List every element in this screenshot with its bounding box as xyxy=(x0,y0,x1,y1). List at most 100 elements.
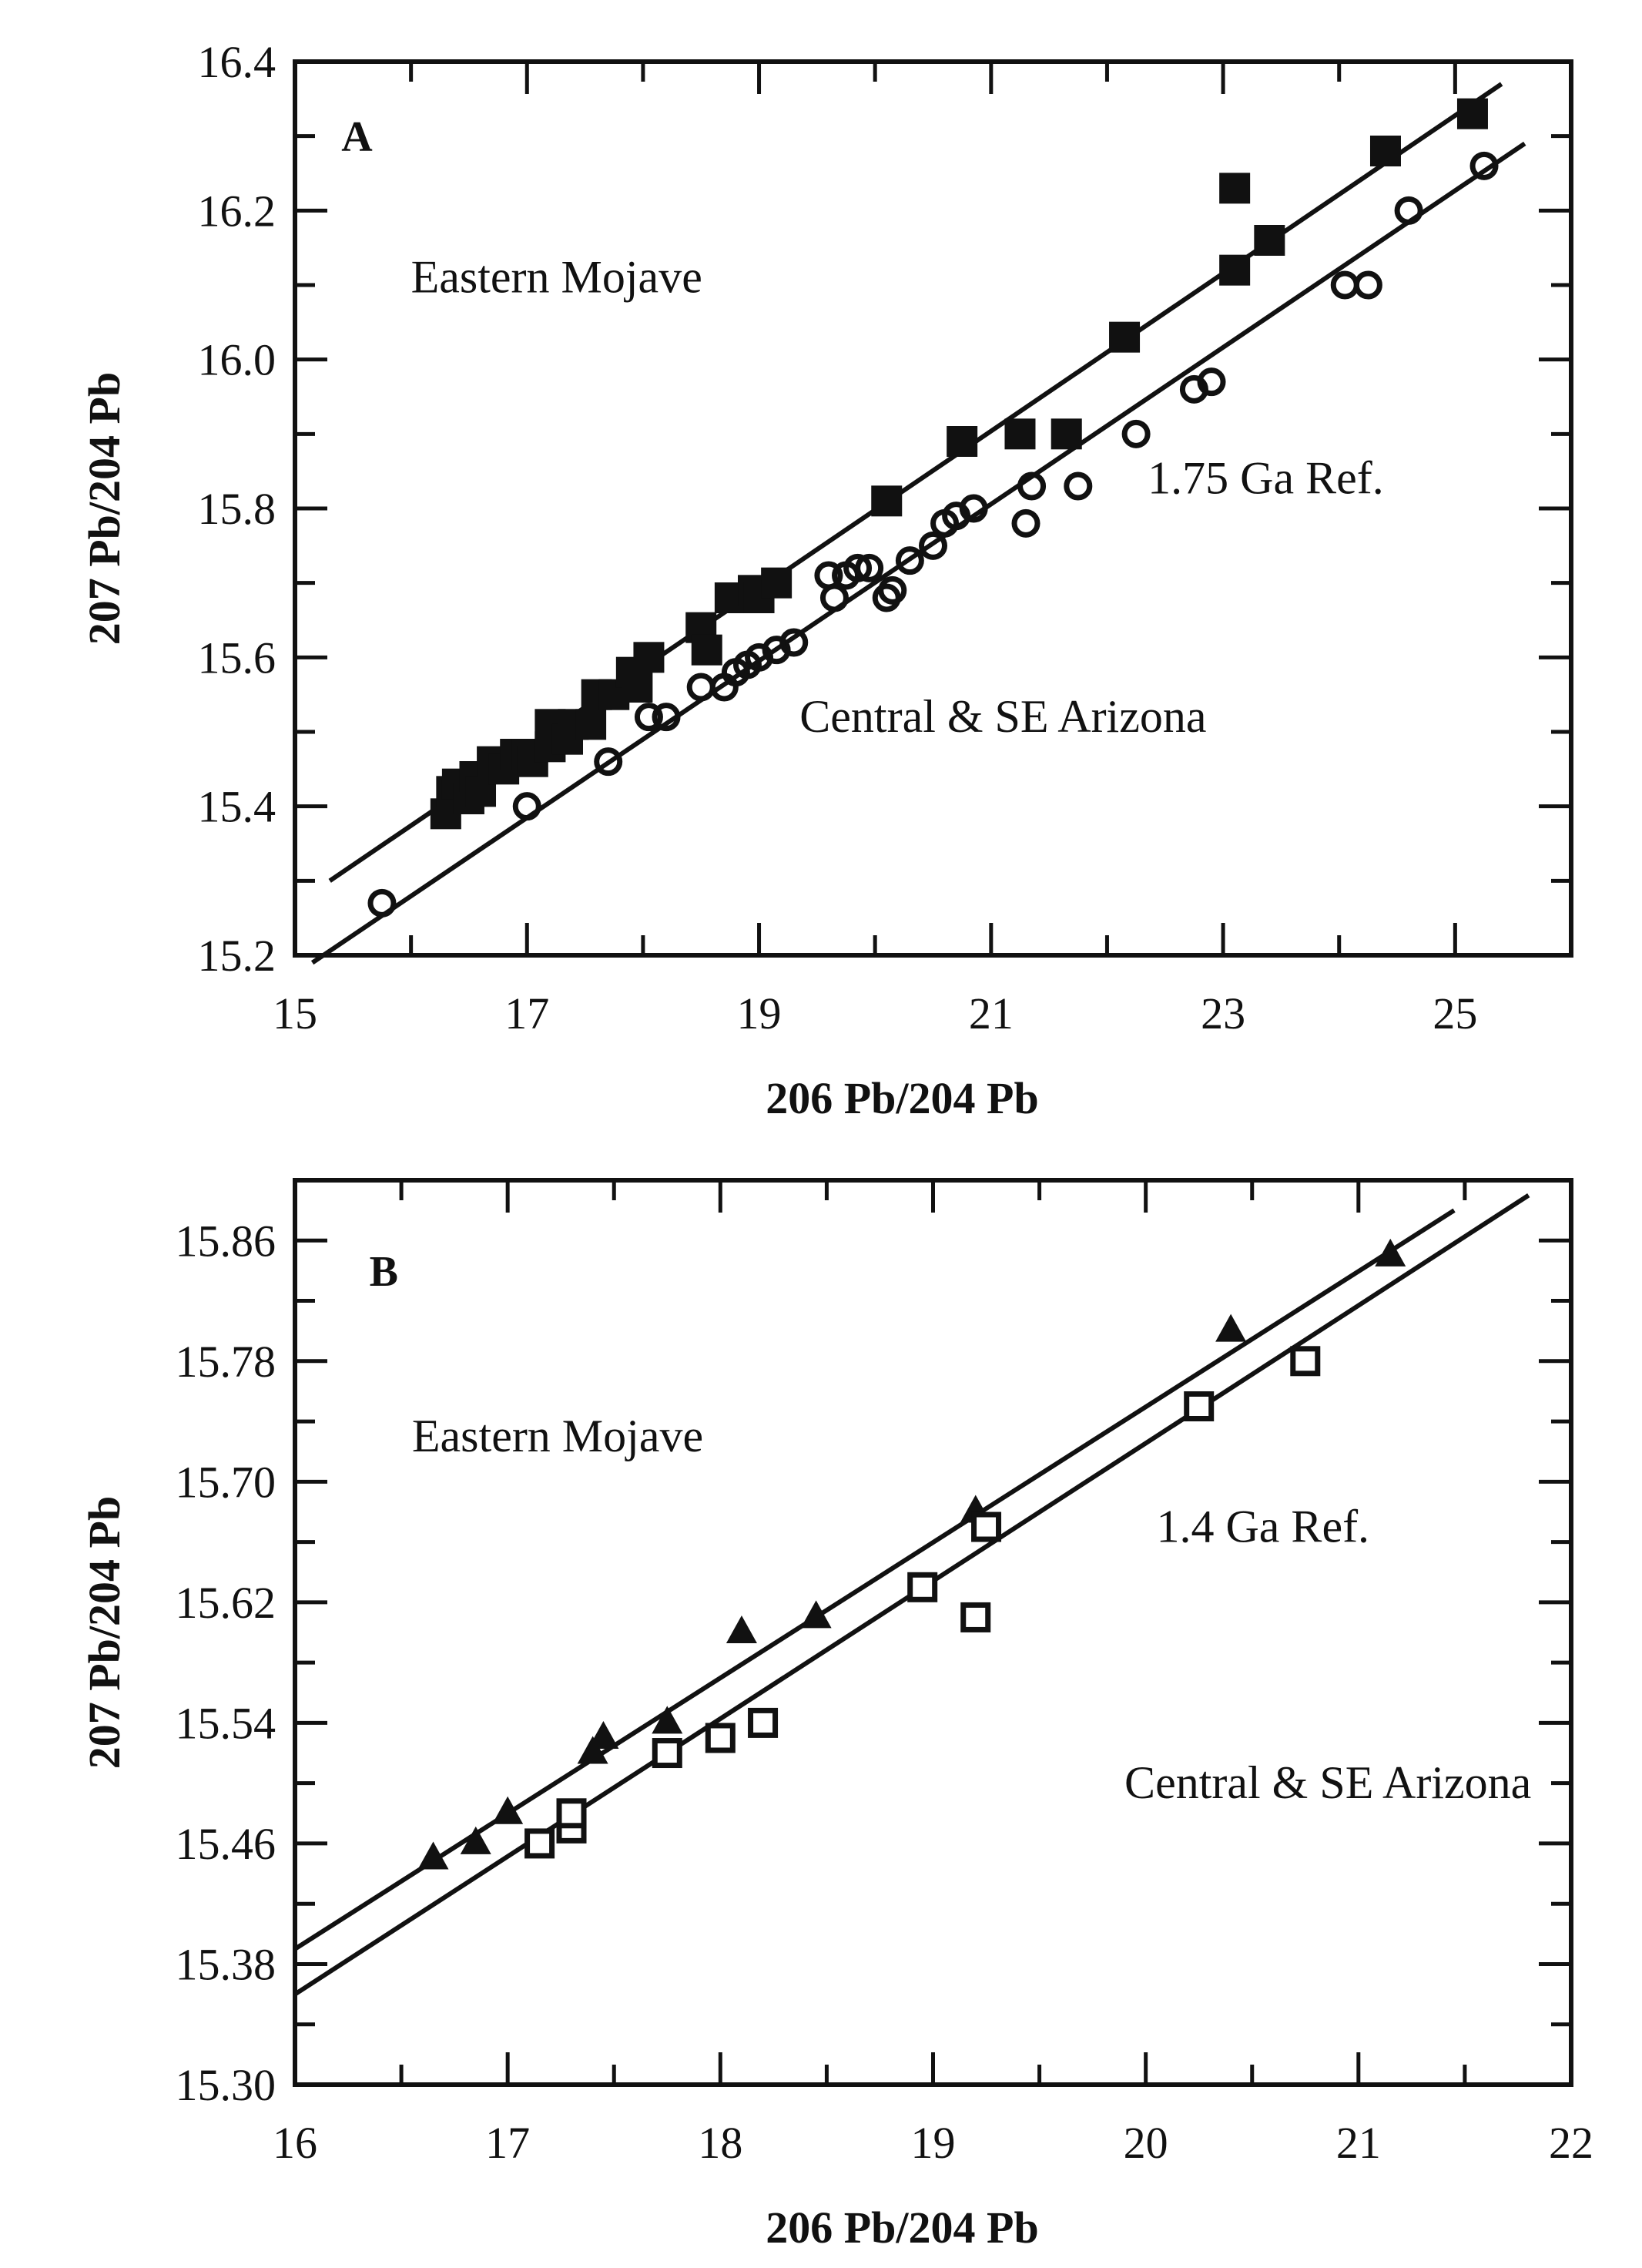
x-tick-label: 23 xyxy=(1201,988,1245,1038)
data-point-filled-triangle xyxy=(492,1796,524,1824)
x-tick-label: 21 xyxy=(1336,2118,1381,2168)
annotation-label: 1.4 Ga Ref. xyxy=(1156,1501,1369,1552)
x-tick-label: 21 xyxy=(969,988,1014,1038)
data-point-open-square xyxy=(1290,1346,1321,1377)
data-point-filled-square xyxy=(633,642,665,673)
x-axis-title: 206 Pb/204 Pb xyxy=(766,2203,1039,2253)
data-point-filled-triangle xyxy=(460,1826,491,1854)
data-point-open-circle xyxy=(1353,270,1382,300)
annotation-label: Eastern Mojave xyxy=(412,1411,703,1461)
y-axis-title: 207 Pb/204 Pb xyxy=(79,372,129,646)
data-point-open-square xyxy=(652,1738,682,1769)
data-point-filled-square xyxy=(1369,136,1401,166)
data-point-open-square xyxy=(524,1828,555,1859)
data-point-filled-square xyxy=(761,567,793,599)
data-point-open-square xyxy=(971,1511,1002,1542)
data-point-filled-square xyxy=(1051,418,1082,450)
data-point-filled-square xyxy=(1219,254,1251,286)
data-point-filled-triangle xyxy=(652,1706,683,1734)
reference-line xyxy=(293,1208,1456,1951)
annotation-label: Eastern Mojave xyxy=(411,252,702,303)
data-point-open-circle xyxy=(634,703,663,732)
data-point-filled-square xyxy=(1456,98,1488,129)
x-tick-label: 17 xyxy=(504,988,549,1038)
data-point-open-square xyxy=(556,1798,587,1829)
data-point-open-circle xyxy=(878,575,907,605)
data-point-filled-square xyxy=(1219,173,1251,204)
data-point-open-circle xyxy=(895,546,924,575)
series-filled-square xyxy=(430,98,1488,830)
panel-a: 15 17 19 21 23 25 15.2 15.4 15.6 15.8 16.0 16.2 16.4… xyxy=(79,37,1573,1123)
panel-letter: A xyxy=(341,113,373,161)
series-filled-triangle xyxy=(417,1238,1406,1870)
y-tick-label: 15.62 xyxy=(176,1578,276,1628)
data-point-filled-square xyxy=(691,634,722,666)
series-open-square xyxy=(524,1346,1321,1859)
data-point-open-circle xyxy=(652,703,681,732)
y-tick-label: 15.2 xyxy=(198,931,276,981)
data-point-open-circle xyxy=(1469,151,1499,180)
data-point-open-circle xyxy=(594,747,623,777)
y-tick-label: 15.30 xyxy=(176,2060,276,2110)
y-tick-label: 16.0 xyxy=(198,335,276,385)
data-point-open-circle xyxy=(1011,508,1040,538)
plot-frame xyxy=(293,59,1573,958)
data-point-filled-triangle xyxy=(577,1736,608,1764)
y-tick-label: 15.46 xyxy=(176,1819,276,1869)
data-point-open-square xyxy=(907,1572,938,1602)
plot-frame xyxy=(293,1178,1573,2087)
data-point-open-circle xyxy=(1017,471,1047,501)
data-point-filled-triangle xyxy=(800,1600,832,1629)
data-point-filled-square xyxy=(1004,418,1036,450)
x-tick-label: 19 xyxy=(737,988,782,1038)
data-point-filled-square xyxy=(871,485,903,517)
data-point-open-circle xyxy=(1394,196,1423,225)
y-tick-label: 15.54 xyxy=(176,1698,276,1748)
data-point-open-circle xyxy=(779,628,809,657)
y-tick-label: 16.2 xyxy=(198,186,276,236)
x-tick-label: 19 xyxy=(911,2118,956,2168)
x-axis-title: 206 Pb/204 Pb xyxy=(766,1073,1039,1123)
data-point-open-square xyxy=(960,1602,991,1632)
data-point-open-circle xyxy=(843,553,873,582)
data-point-filled-square xyxy=(1254,225,1285,256)
data-point-filled-square xyxy=(947,426,978,457)
y-tick-label: 15.70 xyxy=(176,1457,276,1507)
data-point-open-circle xyxy=(819,583,849,612)
y-tick-label: 15.4 xyxy=(198,782,276,832)
data-point-open-circle xyxy=(1330,270,1359,300)
x-tick-label: 18 xyxy=(698,2118,742,2168)
y-tick-label: 15.86 xyxy=(176,1216,276,1266)
x-tick-label: 16 xyxy=(273,2118,317,2168)
y-tick-label: 15.6 xyxy=(198,632,276,683)
panel-letter: B xyxy=(370,1248,398,1296)
y-tick-label: 15.78 xyxy=(176,1337,276,1387)
annotation-label: Central & SE Arizona xyxy=(799,691,1206,742)
data-point-filled-triangle xyxy=(1375,1238,1406,1267)
data-point-filled-square xyxy=(575,709,607,740)
series-open-circle xyxy=(367,151,1499,918)
data-point-open-circle xyxy=(919,531,947,560)
x-tick-label: 20 xyxy=(1124,2118,1168,2168)
data-point-open-circle xyxy=(1197,367,1226,397)
data-point-open-circle xyxy=(855,553,884,582)
data-point-filled-triangle xyxy=(417,1841,449,1870)
data-point-open-circle xyxy=(686,673,715,702)
y-tick-label: 16.4 xyxy=(198,37,276,87)
panel-b: 16 17 18 19 20 21 22 15.30 15.38 15.46 15.54 15.62 1… xyxy=(79,1178,1593,2253)
x-tick-label: 22 xyxy=(1549,2118,1593,2168)
data-point-filled-triangle xyxy=(588,1720,619,1749)
data-point-filled-triangle xyxy=(1215,1313,1247,1342)
data-point-open-circle xyxy=(1121,419,1151,448)
data-point-filled-square xyxy=(1109,321,1141,353)
data-point-open-circle xyxy=(959,494,988,523)
annotation-label: 1.75 Ga Ref. xyxy=(1148,453,1384,504)
data-point-open-circle xyxy=(512,792,541,821)
data-point-filled-square xyxy=(622,672,653,703)
data-point-open-circle xyxy=(1064,471,1093,501)
y-tick-label: 15.8 xyxy=(198,484,276,534)
x-tick-label: 25 xyxy=(1433,988,1477,1038)
x-tick-label: 15 xyxy=(273,988,317,1038)
data-point-open-square xyxy=(1184,1391,1215,1421)
